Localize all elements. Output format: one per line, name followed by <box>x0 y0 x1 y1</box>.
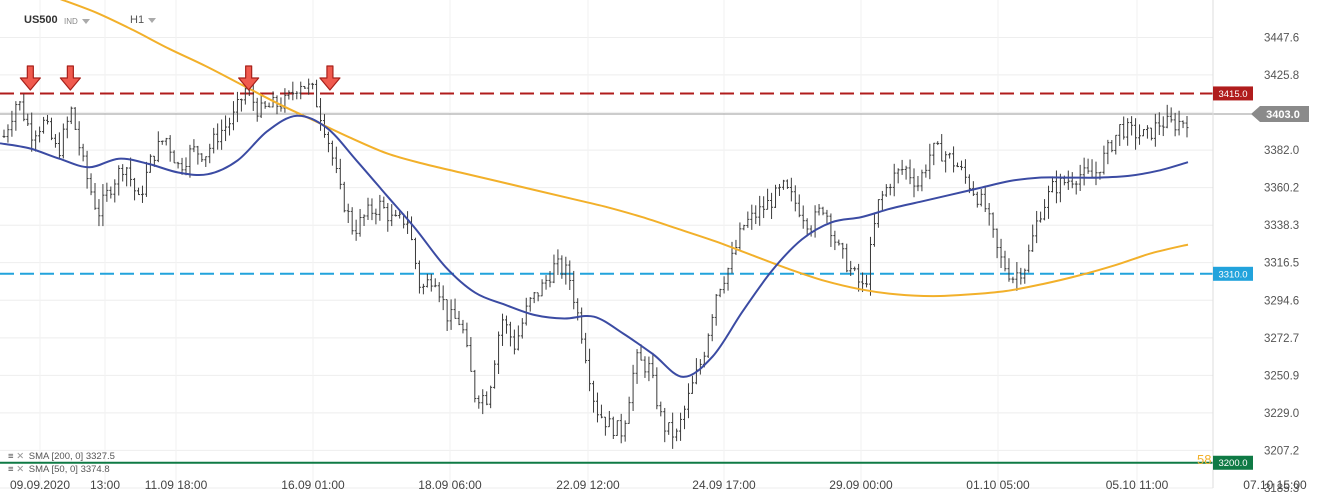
legend-remove-icon[interactable]: ✕ <box>16 451 25 462</box>
x-tick-label: 05.10 11:00 <box>1106 478 1169 492</box>
symbol-label[interactable]: US500 <box>24 14 58 26</box>
current-price-label: 3403.0 <box>1266 109 1300 121</box>
legend-sma-200[interactable]: ≡ ✕ SMA [200, 0] 3327.5 <box>8 451 115 462</box>
legend-settings-icon[interactable]: ≡ <box>8 464 14 475</box>
grid-lines <box>0 0 1213 489</box>
down-arrow-shape <box>238 65 260 91</box>
legend-remove-icon[interactable]: ✕ <box>16 464 25 475</box>
x-tick-label: 13:00 <box>90 478 120 492</box>
y-axis: 3447.63425.83404.03382.03360.23338.33316… <box>1212 0 1299 495</box>
y-tick-label: 3294.6 <box>1264 295 1299 307</box>
y-tick-label: 3360.2 <box>1264 183 1299 195</box>
legend-sma-50-name: SMA [50, 0] <box>28 464 78 475</box>
down-arrow-shape <box>319 65 341 91</box>
down-arrow-icon <box>238 65 260 91</box>
timeframe-label: H1 <box>130 14 145 26</box>
legend-settings-icon[interactable]: ≡ <box>8 451 14 462</box>
y-tick-label: 3250.9 <box>1264 370 1299 382</box>
x-tick-label: 24.09 17:00 <box>692 478 756 492</box>
reference-lines <box>0 92 1255 464</box>
y-tick-label: 3382.0 <box>1264 145 1299 157</box>
y-tick-label: 3207.2 <box>1264 445 1299 457</box>
x-tick-label: 01.10 05:00 <box>966 478 1030 492</box>
y-tick-label: 3316.5 <box>1264 258 1299 270</box>
legend-sma-50-value: 3374.8 <box>80 464 110 475</box>
moving-average-lines <box>0 0 1189 378</box>
reference-line-tag <box>1213 86 1253 101</box>
current-price-tag <box>1251 106 1309 123</box>
y-tick-label: 3229.0 <box>1264 408 1299 420</box>
legend-sma-200-name: SMA [200, 0] <box>28 451 84 462</box>
down-arrow-icon <box>319 65 341 91</box>
chevron-down-icon <box>81 19 90 25</box>
down-arrow-icon <box>19 65 41 91</box>
reference-line-tag <box>1213 266 1253 281</box>
y-tick-label: 3447.6 <box>1264 32 1299 44</box>
y-tick-label: 3338.3 <box>1264 220 1299 232</box>
x-tick-label: 16.09 01:00 <box>281 478 345 492</box>
bottom-right-overlay: 58 <box>1197 452 1212 467</box>
x-tick-label: 09.09.2020 <box>10 478 70 492</box>
reference-line-tag <box>1213 455 1253 470</box>
y-tick-label: 3272.7 <box>1264 333 1299 345</box>
legend-sma-50[interactable]: ≡ ✕ SMA [50, 0] 3374.8 <box>8 464 110 475</box>
x-tick-label: 22.09 12:00 <box>556 478 620 492</box>
sma-50-line <box>0 114 1189 378</box>
x-tick-label: 29.09 00:00 <box>829 478 893 492</box>
indicator-label: IND <box>64 17 78 26</box>
reference-line-tag-label: 3310.0 <box>1218 269 1247 280</box>
indicator-menu[interactable]: IND <box>64 17 90 26</box>
x-axis: 09.09.2020 13:00 11.09 18:00 16.09 01:00 18.… <box>10 478 1307 492</box>
reference-line-tag-label: 3415.0 <box>1218 89 1247 100</box>
down-arrow-icon <box>59 65 81 91</box>
chevron-down-icon <box>148 17 157 23</box>
price-tags: 3415.0 3310.0 3200.0 3403.0 <box>1213 86 1309 470</box>
y-tick-label: 3185.3 <box>1264 483 1299 495</box>
x-tick-label: 11.09 18:00 <box>145 478 208 492</box>
timeframe-menu[interactable]: H1 <box>130 14 157 26</box>
y-tick-label: 3425.8 <box>1264 70 1299 82</box>
sma-200-line <box>59 0 1189 298</box>
sell-signal-markers <box>19 65 341 91</box>
x-tick-label: 07.10 15:00 <box>1243 478 1307 492</box>
down-arrow-shape <box>19 65 41 91</box>
down-arrow-shape <box>59 65 81 91</box>
price-candles <box>2 78 1189 449</box>
reference-line-tag-label: 3200.0 <box>1218 458 1247 469</box>
legend-sma-200-value: 3327.5 <box>85 451 115 462</box>
x-tick-label: 18.09 06:00 <box>418 478 482 492</box>
